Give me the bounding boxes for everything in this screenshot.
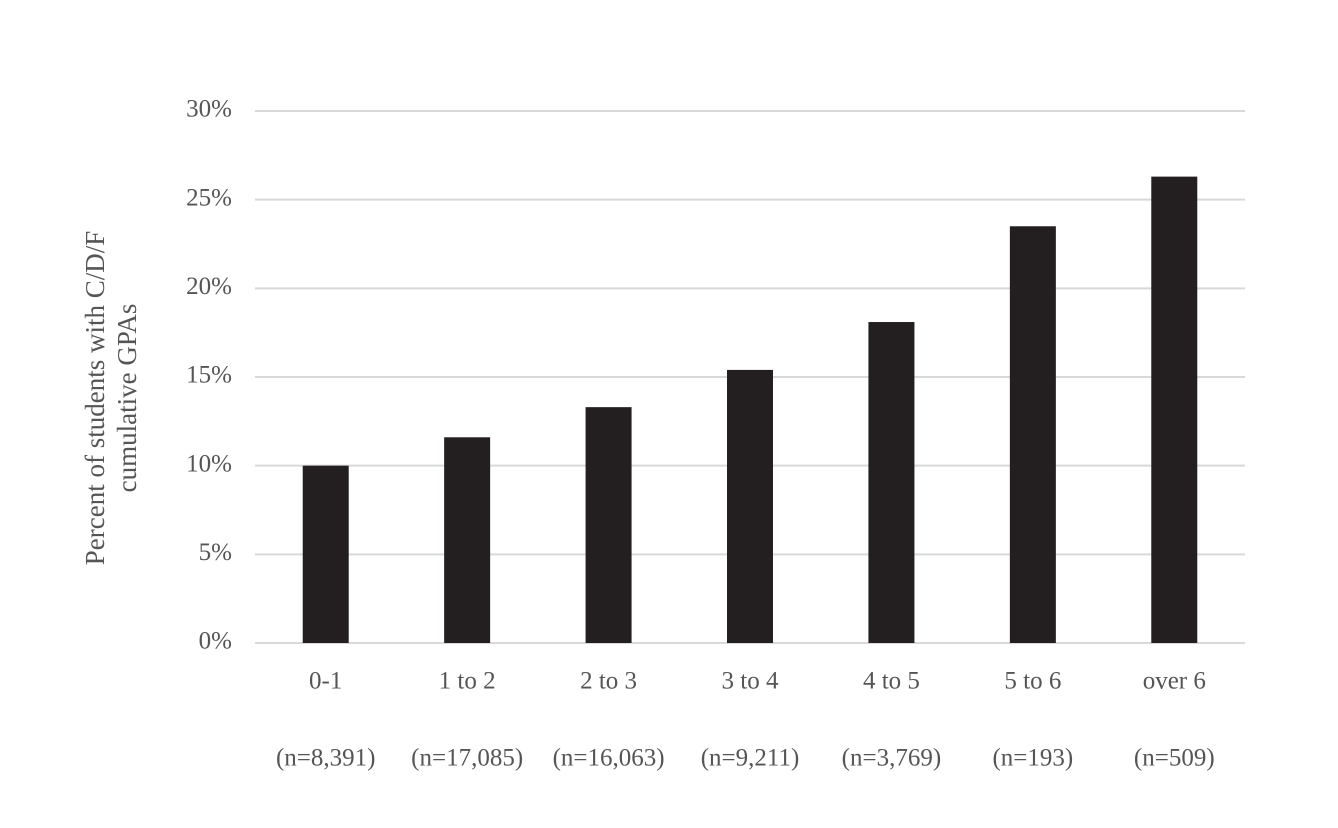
y-tick-label: 5% — [199, 539, 232, 566]
x-tick-label: 2 to 3 — [580, 668, 637, 695]
x-tick-label: 0-1 — [309, 668, 342, 695]
bar — [302, 465, 349, 643]
x-tick-label: 3 to 4 — [722, 668, 779, 695]
bar — [444, 437, 491, 643]
x-tick-sublabel: (n=193) — [992, 745, 1073, 772]
x-tick-label: 1 to 2 — [439, 668, 496, 695]
x-tick-sublabel: (n=9,211) — [701, 745, 800, 772]
x-tick-label: 4 to 5 — [863, 668, 920, 695]
y-axis-label: Percent of students with C/D/F cumulativ… — [80, 231, 142, 565]
y-tick-label: 0% — [199, 628, 232, 655]
y-tick-label: 30% — [186, 96, 232, 123]
y-axis-label-line: Percent of students with C/D/F — [80, 231, 110, 565]
x-tick-sublabel: (n=509) — [1134, 745, 1215, 772]
bar — [585, 407, 632, 643]
bar — [1151, 176, 1198, 643]
x-tick-label: 5 to 6 — [1004, 668, 1061, 695]
x-tick-label: over 6 — [1143, 668, 1206, 695]
bar — [727, 369, 773, 643]
y-tick-label: 25% — [186, 184, 232, 211]
x-tick-sublabel: (n=16,063) — [553, 745, 665, 772]
x-tick-sublabel: (n=17,085) — [411, 745, 523, 772]
bar — [868, 322, 915, 643]
bar — [1009, 226, 1056, 643]
y-axis-label-line: cumulative GPAs — [112, 304, 142, 493]
y-tick-label: 15% — [186, 362, 232, 389]
x-tick-sublabel: (n=3,769) — [842, 745, 942, 772]
y-tick-label: 20% — [186, 273, 232, 300]
y-tick-label: 10% — [186, 450, 232, 477]
x-tick-sublabel: (n=8,391) — [276, 745, 376, 772]
